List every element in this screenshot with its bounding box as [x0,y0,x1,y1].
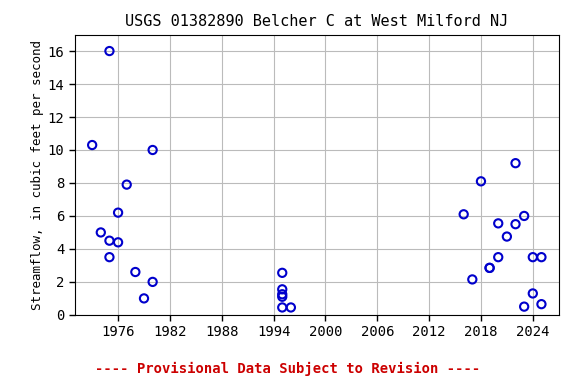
Point [278,291,287,297]
Point [537,301,546,307]
Point [278,305,287,311]
Point [131,269,140,275]
Point [113,210,123,216]
Point [476,178,486,184]
Point [113,239,123,245]
Point [511,221,520,227]
Point [96,229,105,235]
Y-axis label: Streamflow, in cubic feet per second: Streamflow, in cubic feet per second [31,40,44,310]
Point [148,279,157,285]
Point [105,48,114,54]
Point [105,254,114,260]
Point [520,213,529,219]
Point [139,295,149,301]
Point [122,182,131,188]
Point [528,254,537,260]
Point [278,294,287,300]
Point [537,254,546,260]
Point [485,265,494,271]
Point [88,142,97,148]
Point [278,286,287,292]
Point [528,290,537,296]
Point [148,147,157,153]
Point [494,220,503,227]
Point [520,304,529,310]
Point [105,238,114,244]
Text: ---- Provisional Data Subject to Revision ----: ---- Provisional Data Subject to Revisio… [96,362,480,376]
Point [468,276,477,283]
Point [286,305,295,311]
Point [485,265,494,271]
Point [511,160,520,166]
Point [502,233,511,240]
Point [278,270,287,276]
Point [459,211,468,217]
Point [494,254,503,260]
Title: USGS 01382890 Belcher C at West Milford NJ: USGS 01382890 Belcher C at West Milford … [125,14,509,29]
